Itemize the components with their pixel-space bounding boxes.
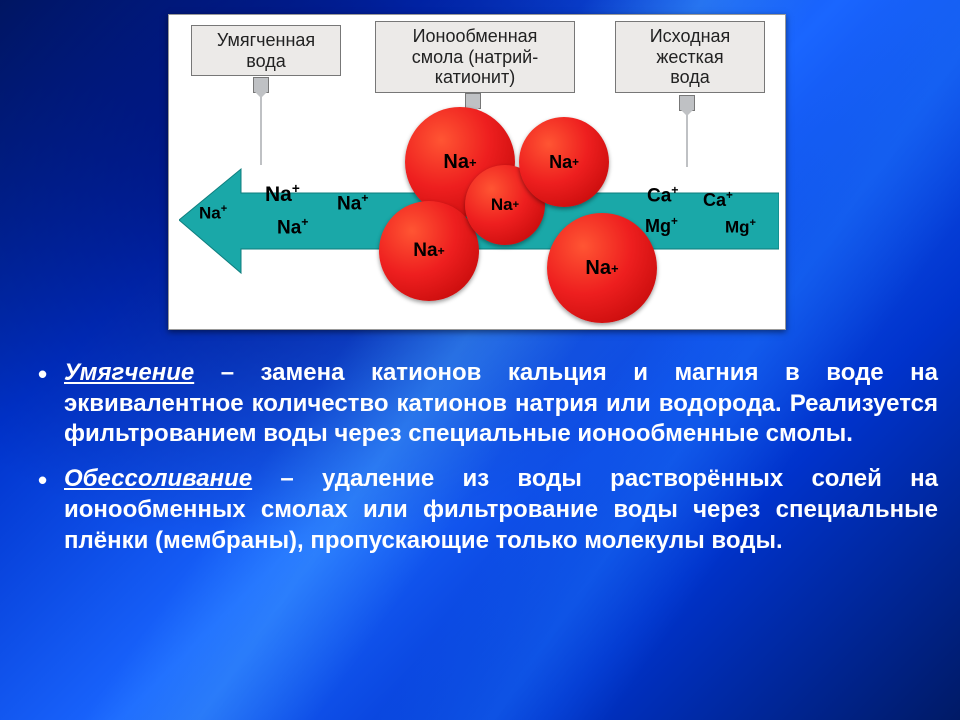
term-1: Умягчение (64, 359, 194, 386)
label-softened: Умягченнаявода (191, 25, 341, 76)
sphere-1: Na+ (379, 201, 479, 301)
bullet-content: Умягчение – замена катионов кальция и ма… (30, 358, 938, 570)
ion-right-0: Ca+ (647, 183, 679, 207)
stem-source (686, 111, 688, 167)
bullet-1: Умягчение – замена катионов кальция и ма… (64, 358, 938, 450)
ion-exchange-figure: Умягченнаявода Ионообменнаясмола (натрий… (168, 14, 786, 330)
ion-right-1: Mg+ (645, 215, 678, 237)
label-resin: Ионообменнаясмола (натрий-катионит) (375, 21, 575, 93)
sphere-3: Na+ (519, 117, 609, 207)
rest-1: – замена катионов кальция и магния в вод… (64, 359, 938, 447)
pointer-source (679, 95, 695, 111)
label-resin-text: Ионообменнаясмола (натрий-катионит) (412, 26, 538, 87)
ion-left-0: Na+ (199, 203, 227, 224)
stem-softened (260, 93, 262, 165)
ion-left-2: Na+ (277, 215, 309, 239)
sphere-4: Na+ (547, 213, 657, 323)
ion-right-2: Ca+ (703, 189, 733, 211)
ion-right-3: Mg+ (725, 217, 756, 238)
bullet-2: Обессоливание – удаление из воды раствор… (64, 464, 938, 556)
label-softened-text: Умягченнаявода (217, 30, 315, 71)
term-2: Обессоливание (64, 465, 252, 492)
label-source-text: Исходнаяжесткаявода (650, 26, 731, 87)
pointer-softened (253, 77, 269, 93)
ion-left-3: Na+ (337, 191, 369, 215)
label-source: Исходнаяжесткаявода (615, 21, 765, 93)
ion-left-1: Na+ (265, 181, 300, 207)
